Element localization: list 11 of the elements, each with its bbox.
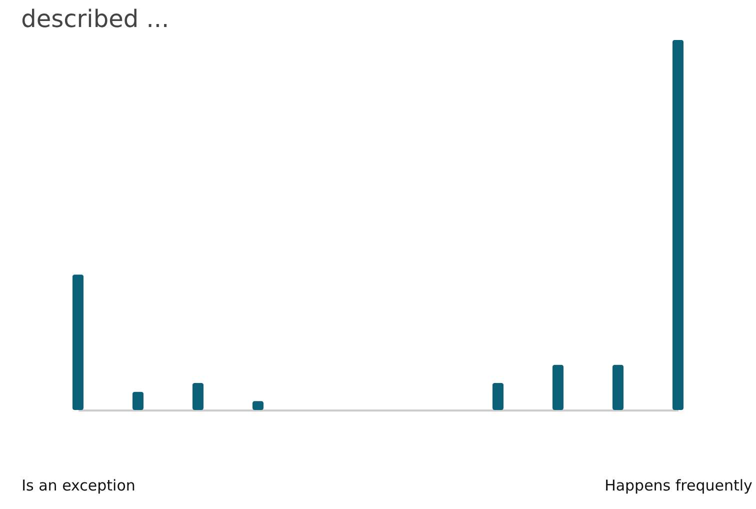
x-tick-label: Is an exception [22, 476, 136, 494]
bar [492, 382, 504, 410]
bar [252, 401, 264, 410]
bar [612, 364, 624, 410]
chart-title: described ... [21, 5, 170, 33]
bar [132, 392, 144, 410]
bar [72, 274, 84, 410]
bar [552, 364, 564, 410]
x-tick-label: Happens frequently [604, 476, 753, 494]
bar [192, 382, 204, 410]
bar [672, 40, 684, 410]
